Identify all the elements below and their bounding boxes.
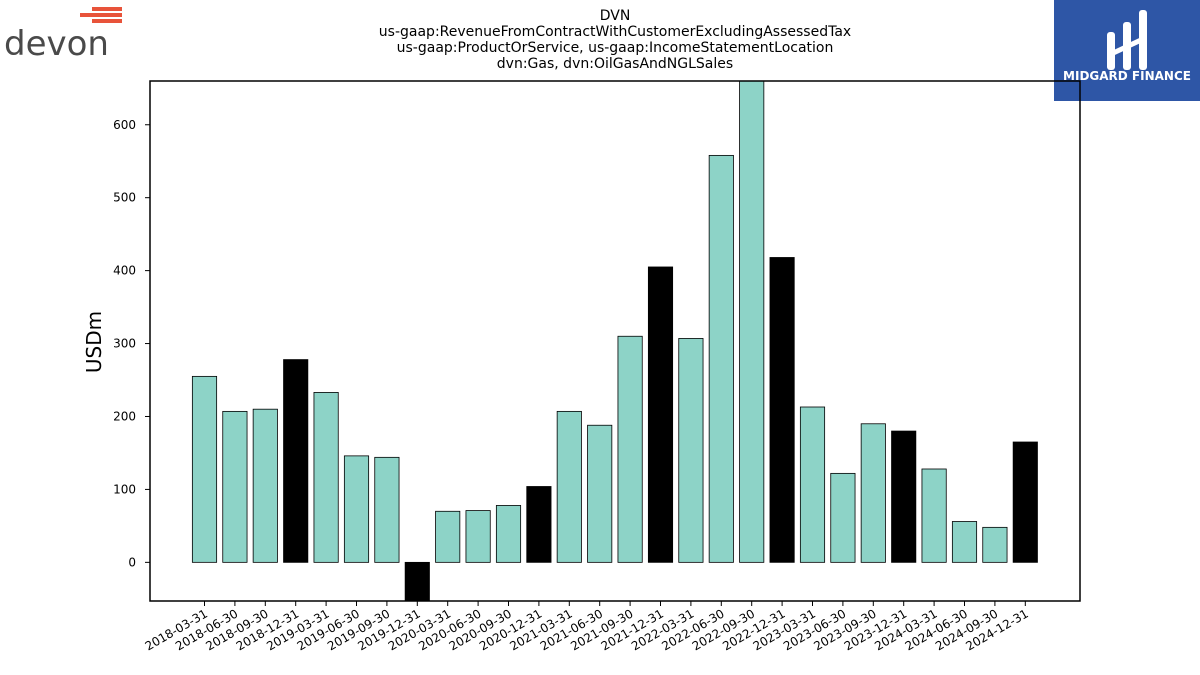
y-axis: 0 100 200 300 400 500 600: [113, 118, 150, 569]
bar-quarter: [708, 154, 734, 563]
bar-annual: [526, 486, 552, 563]
y-tick-label: 100: [113, 482, 136, 496]
plot-frame: [149, 80, 1081, 602]
bar-quarter: [982, 526, 1008, 563]
bar-annual: [891, 430, 917, 563]
bar-quarter: [617, 335, 643, 563]
devon-logo-stripe-3: [92, 19, 122, 23]
bar-quarter: [830, 472, 856, 563]
devon-logo-stripe-2: [80, 13, 122, 17]
bar-annual: [404, 561, 430, 601]
bar-quarter: [465, 510, 491, 563]
chart-title-line: us-gaap:ProductOrService, us-gaap:Income…: [397, 40, 834, 56]
bar-quarter: [921, 468, 947, 563]
midgard-mark-icon: [1107, 10, 1147, 70]
bar-quarter: [739, 81, 765, 563]
midgard-logo: MIDGARD FINANCE: [1054, 0, 1200, 101]
devon-logo: devon: [4, 7, 122, 64]
midgard-logo-text: MIDGARD FINANCE: [1063, 69, 1191, 83]
bar-quarter: [799, 406, 826, 563]
bar-annual: [1012, 441, 1038, 563]
y-tick-label: 200: [113, 409, 136, 423]
bar-quarter: [343, 455, 370, 563]
chart-title-line: dvn:Gas, dvn:OilGasAndNGLSales: [497, 56, 733, 72]
chart-title-line: DVN: [600, 8, 631, 24]
bar-quarter: [222, 410, 248, 563]
bar-quarter: [556, 410, 582, 563]
bars-layer: [191, 81, 1038, 601]
bar-quarter: [860, 423, 886, 563]
bar-quarter: [435, 510, 461, 563]
bar-quarter: [252, 408, 278, 563]
bar-quarter: [678, 338, 704, 563]
bar-annual: [283, 359, 309, 563]
bar-annual: [769, 257, 795, 563]
y-tick-label: 300: [113, 337, 136, 351]
y-tick-label: 500: [113, 191, 136, 205]
y-axis-label: USDm: [82, 311, 106, 373]
bar-quarter: [313, 392, 339, 563]
bar-annual: [647, 266, 674, 563]
chart-title: DVN us-gaap:RevenueFromContractWithCusto…: [379, 8, 851, 72]
bar-quarter: [587, 424, 613, 563]
y-tick-label: 0: [128, 555, 136, 569]
chart-title-line: us-gaap:RevenueFromContractWithCustomerE…: [379, 24, 851, 40]
bar-quarter: [495, 505, 522, 563]
devon-logo-stripe-1: [92, 7, 122, 11]
devon-logo-text: devon: [4, 24, 109, 64]
x-axis: 2018-03-312018-06-302018-09-302018-12-31…: [143, 601, 1031, 653]
bar-quarter: [191, 375, 218, 563]
bar-quarter: [374, 456, 400, 563]
bar-quarter: [951, 521, 978, 563]
y-tick-label: 400: [113, 264, 136, 278]
y-tick-label: 600: [113, 118, 136, 132]
